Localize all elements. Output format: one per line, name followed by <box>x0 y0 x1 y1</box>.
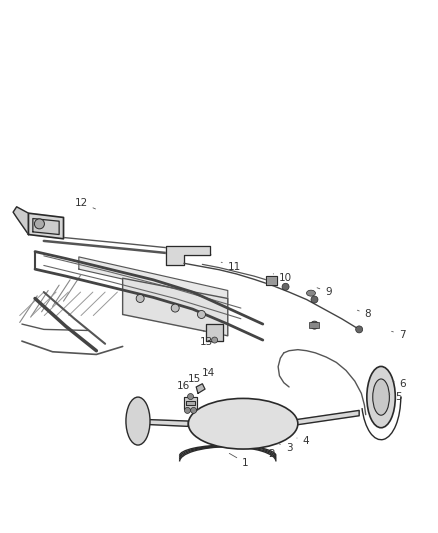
Text: 15: 15 <box>188 375 201 384</box>
Bar <box>310 322 319 328</box>
Text: 16: 16 <box>177 382 190 391</box>
Circle shape <box>184 407 191 414</box>
Polygon shape <box>186 401 195 405</box>
Text: 11: 11 <box>221 262 241 271</box>
Polygon shape <box>79 257 228 303</box>
Polygon shape <box>28 213 64 239</box>
Text: 6: 6 <box>392 379 406 389</box>
Polygon shape <box>266 276 277 285</box>
Text: 8: 8 <box>357 310 371 319</box>
Circle shape <box>187 393 194 400</box>
Polygon shape <box>196 384 205 393</box>
Circle shape <box>171 304 179 312</box>
Circle shape <box>356 326 363 333</box>
Ellipse shape <box>373 379 389 415</box>
Text: 3: 3 <box>278 443 293 453</box>
Text: 13: 13 <box>200 330 213 347</box>
Polygon shape <box>184 397 197 409</box>
Text: 9: 9 <box>317 287 332 297</box>
Text: 12: 12 <box>74 198 95 209</box>
Text: 14: 14 <box>201 368 215 378</box>
Ellipse shape <box>367 367 395 427</box>
Polygon shape <box>123 278 228 336</box>
Polygon shape <box>33 219 59 235</box>
Ellipse shape <box>307 290 315 296</box>
Circle shape <box>136 294 144 303</box>
Ellipse shape <box>126 397 150 445</box>
Circle shape <box>311 321 318 329</box>
Polygon shape <box>131 419 188 426</box>
Text: 7: 7 <box>392 330 406 340</box>
Text: 10: 10 <box>273 273 292 283</box>
Circle shape <box>198 310 205 319</box>
Text: 2: 2 <box>261 449 275 459</box>
Text: 4: 4 <box>297 437 309 446</box>
Circle shape <box>191 407 197 414</box>
Circle shape <box>282 283 289 290</box>
Circle shape <box>311 296 318 303</box>
Circle shape <box>35 219 44 229</box>
Polygon shape <box>13 207 28 235</box>
Polygon shape <box>166 246 210 265</box>
Polygon shape <box>206 324 223 341</box>
Text: 1: 1 <box>229 454 249 467</box>
Ellipse shape <box>188 399 298 449</box>
Text: 5: 5 <box>389 392 402 402</box>
Polygon shape <box>293 410 359 425</box>
Circle shape <box>212 337 218 343</box>
